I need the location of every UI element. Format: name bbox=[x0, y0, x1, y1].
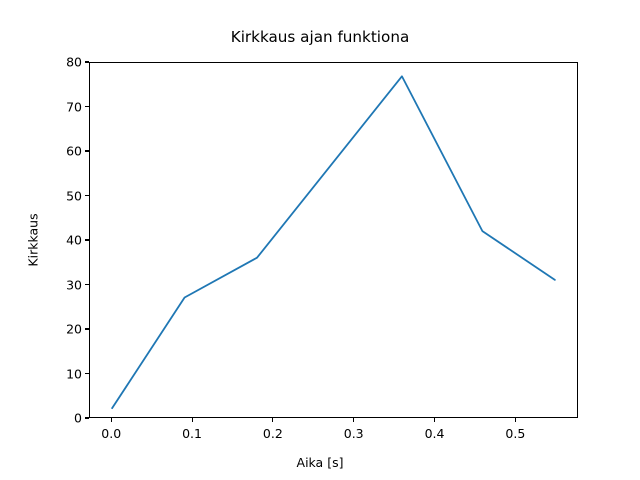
y-tick-label: 40 bbox=[66, 232, 82, 248]
chart-title: Kirkkaus ajan funktiona bbox=[230, 28, 410, 46]
y-tick-label: 60 bbox=[66, 143, 82, 159]
y-tick-label: 10 bbox=[66, 366, 82, 381]
x-tick-mark bbox=[110, 418, 112, 422]
x-tick-mark bbox=[353, 418, 355, 422]
y-tick-label: 0 bbox=[74, 410, 82, 426]
series-polyline bbox=[111, 75, 556, 410]
x-tick-label: 0.0 bbox=[101, 426, 122, 441]
x-tick-label: 0.2 bbox=[262, 426, 283, 441]
y-tick-label: 20 bbox=[66, 321, 82, 337]
y-tick-mark bbox=[85, 417, 89, 419]
x-tick-label: 0.5 bbox=[505, 426, 526, 441]
plot-axes-area bbox=[89, 62, 578, 418]
y-tick-mark bbox=[85, 150, 89, 152]
x-tick-mark bbox=[514, 418, 516, 422]
y-tick-label: 30 bbox=[66, 277, 82, 292]
x-tick-label: 0.3 bbox=[343, 426, 364, 441]
y-tick-mark bbox=[85, 283, 89, 286]
y-tick-mark bbox=[85, 105, 89, 108]
y-tick-label: 80 bbox=[66, 54, 82, 70]
line-series-kirkkaus bbox=[111, 75, 556, 410]
y-tick-mark bbox=[85, 328, 89, 330]
x-tick-label: 0.4 bbox=[424, 426, 445, 441]
y-tick-label: 50 bbox=[66, 188, 82, 203]
x-axis-label: Aika [s] bbox=[296, 455, 344, 470]
x-tick-mark bbox=[272, 418, 274, 422]
x-tick-mark bbox=[433, 418, 436, 422]
x-tick-mark bbox=[191, 418, 193, 422]
y-tick-mark bbox=[85, 194, 89, 197]
y-tick-mark bbox=[85, 239, 89, 241]
y-tick-mark bbox=[85, 372, 89, 375]
y-tick-label: 70 bbox=[66, 99, 82, 114]
y-axis-label: Kirkkaus bbox=[25, 213, 41, 267]
y-tick-mark bbox=[85, 61, 89, 63]
x-tick-label: 0.1 bbox=[182, 426, 202, 441]
